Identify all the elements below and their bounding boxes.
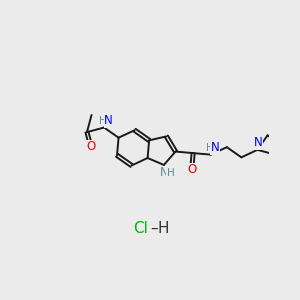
Text: –: –: [150, 221, 158, 236]
Text: O: O: [86, 140, 95, 153]
Text: H: H: [206, 143, 214, 153]
Text: N: N: [211, 141, 220, 154]
Text: Cl: Cl: [133, 221, 148, 236]
Text: N: N: [160, 166, 169, 179]
Text: H: H: [157, 221, 169, 236]
Text: N: N: [254, 136, 262, 149]
Text: O: O: [187, 163, 196, 176]
Text: N: N: [104, 114, 113, 127]
Text: H: H: [167, 168, 175, 178]
Text: H: H: [99, 116, 107, 126]
